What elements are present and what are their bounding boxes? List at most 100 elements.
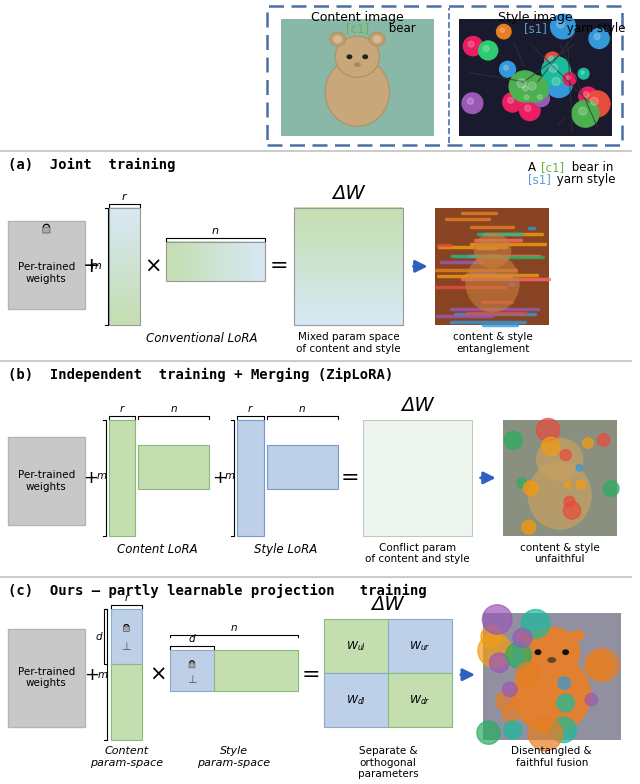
Text: [c1]: [c1] bbox=[541, 161, 564, 173]
Circle shape bbox=[550, 14, 575, 38]
Bar bbox=[459, 19, 612, 136]
Bar bbox=[109, 208, 140, 325]
Circle shape bbox=[496, 691, 515, 710]
Circle shape bbox=[579, 87, 597, 105]
Circle shape bbox=[557, 20, 564, 27]
Bar bbox=[282, 19, 435, 136]
Circle shape bbox=[604, 481, 619, 496]
Bar bbox=[294, 208, 403, 325]
Ellipse shape bbox=[333, 35, 342, 43]
Text: ΔW: ΔW bbox=[372, 595, 404, 614]
Circle shape bbox=[585, 651, 613, 679]
Ellipse shape bbox=[354, 62, 361, 67]
Circle shape bbox=[545, 53, 560, 67]
Text: +: + bbox=[212, 469, 227, 487]
Circle shape bbox=[584, 92, 589, 97]
Circle shape bbox=[518, 82, 536, 99]
Bar bbox=[388, 619, 452, 673]
Circle shape bbox=[590, 97, 598, 105]
Text: m: m bbox=[225, 471, 235, 481]
Text: Separate &
orthogonal
parameters: Separate & orthogonal parameters bbox=[358, 746, 419, 779]
Bar bbox=[483, 613, 621, 740]
Circle shape bbox=[542, 56, 570, 85]
Ellipse shape bbox=[547, 657, 556, 663]
Circle shape bbox=[564, 481, 571, 488]
Circle shape bbox=[462, 93, 483, 114]
FancyBboxPatch shape bbox=[266, 5, 622, 145]
Circle shape bbox=[557, 695, 574, 712]
Circle shape bbox=[536, 419, 560, 441]
Ellipse shape bbox=[523, 626, 580, 677]
Ellipse shape bbox=[330, 32, 346, 46]
Text: =: = bbox=[301, 665, 320, 684]
Bar bbox=[214, 650, 298, 691]
Circle shape bbox=[517, 78, 527, 88]
Circle shape bbox=[516, 662, 540, 686]
Circle shape bbox=[468, 42, 474, 47]
Circle shape bbox=[520, 100, 540, 121]
Circle shape bbox=[594, 34, 600, 39]
Ellipse shape bbox=[465, 254, 520, 312]
Text: [s1]: [s1] bbox=[524, 21, 547, 34]
Circle shape bbox=[508, 97, 513, 103]
Circle shape bbox=[522, 609, 550, 638]
Bar bbox=[111, 609, 142, 664]
Ellipse shape bbox=[527, 461, 592, 530]
Circle shape bbox=[477, 721, 500, 744]
Bar bbox=[8, 221, 85, 310]
Circle shape bbox=[497, 24, 511, 39]
Circle shape bbox=[582, 437, 593, 448]
Text: (c)  Ours – partly learnable projection   training: (c) Ours – partly learnable projection t… bbox=[8, 583, 427, 597]
Bar bbox=[435, 208, 549, 325]
Circle shape bbox=[563, 73, 576, 85]
Circle shape bbox=[585, 694, 598, 706]
Circle shape bbox=[504, 721, 522, 739]
Circle shape bbox=[589, 28, 609, 49]
Text: Conflict param
of content and style: Conflict param of content and style bbox=[365, 543, 470, 564]
Ellipse shape bbox=[325, 58, 389, 126]
Bar bbox=[237, 420, 264, 535]
Bar bbox=[8, 629, 85, 727]
Circle shape bbox=[548, 56, 553, 60]
Ellipse shape bbox=[562, 649, 569, 655]
Circle shape bbox=[552, 78, 560, 85]
Circle shape bbox=[500, 61, 515, 77]
Text: $W_{ur}$: $W_{ur}$ bbox=[409, 639, 431, 653]
FancyBboxPatch shape bbox=[124, 626, 129, 631]
Circle shape bbox=[545, 71, 572, 97]
Text: content & style
entanglement: content & style entanglement bbox=[452, 332, 532, 354]
Circle shape bbox=[504, 65, 508, 70]
Circle shape bbox=[520, 91, 536, 107]
Bar bbox=[166, 242, 264, 281]
Circle shape bbox=[560, 449, 571, 460]
Text: Content image: Content image bbox=[311, 11, 404, 24]
Text: $W_{dr}$: $W_{dr}$ bbox=[409, 693, 431, 706]
Ellipse shape bbox=[369, 32, 385, 46]
Text: ⊥: ⊥ bbox=[122, 642, 131, 652]
Circle shape bbox=[572, 100, 599, 127]
Bar bbox=[138, 445, 209, 488]
Circle shape bbox=[490, 653, 509, 673]
Circle shape bbox=[502, 682, 517, 697]
Text: bear: bear bbox=[385, 21, 416, 34]
Circle shape bbox=[503, 93, 522, 112]
Text: Style image: Style image bbox=[498, 11, 572, 24]
Bar bbox=[504, 420, 617, 535]
Text: n: n bbox=[230, 622, 237, 633]
Circle shape bbox=[529, 717, 563, 751]
Circle shape bbox=[549, 64, 557, 72]
Circle shape bbox=[478, 633, 512, 667]
Text: A: A bbox=[528, 161, 540, 173]
Circle shape bbox=[579, 68, 589, 79]
Circle shape bbox=[566, 76, 570, 80]
Text: $W_{dl}$: $W_{dl}$ bbox=[346, 693, 366, 706]
Circle shape bbox=[513, 629, 532, 648]
Text: [c1]: [c1] bbox=[346, 21, 369, 34]
Circle shape bbox=[541, 437, 560, 456]
Circle shape bbox=[584, 91, 610, 117]
Circle shape bbox=[506, 642, 531, 668]
Circle shape bbox=[483, 604, 512, 634]
Circle shape bbox=[517, 478, 527, 488]
Circle shape bbox=[504, 431, 522, 449]
Text: r: r bbox=[120, 405, 124, 414]
